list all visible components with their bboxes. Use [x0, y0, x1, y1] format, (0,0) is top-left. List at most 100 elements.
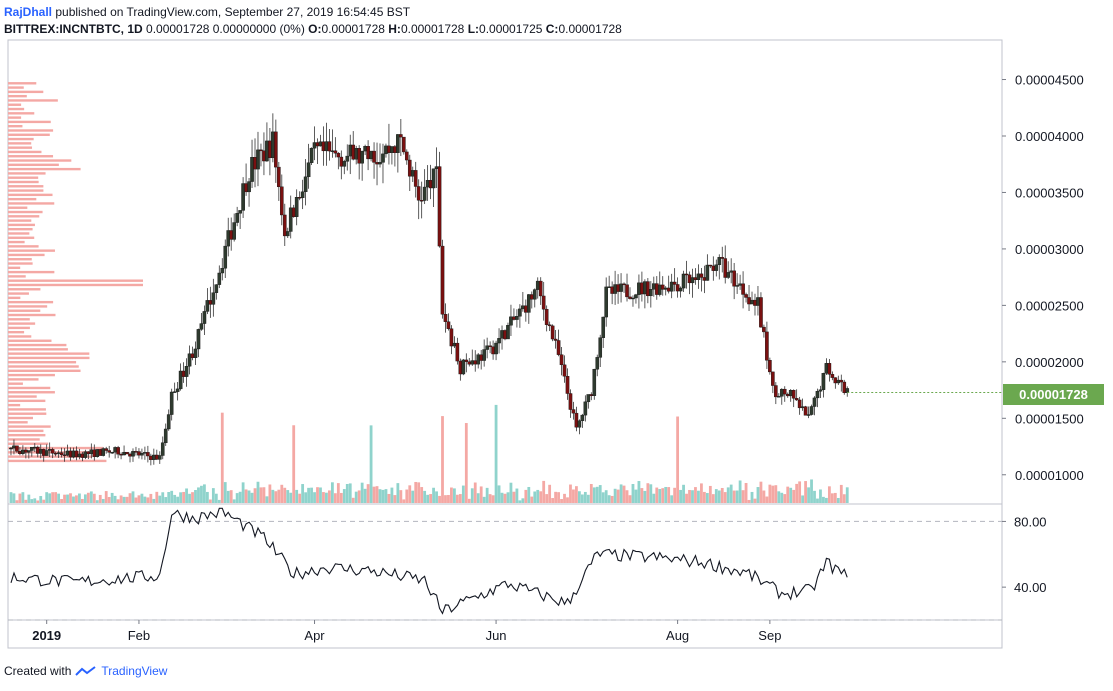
volume-bar [816, 498, 819, 503]
candle-body [306, 162, 311, 178]
candle-body [250, 157, 254, 182]
price-axis[interactable]: 0.00004500 0.00004000 0.00003500 0.00003000… [1002, 73, 1084, 483]
price-tick-label: 0.00001000 [1015, 468, 1084, 483]
candle-body [782, 388, 787, 395]
volume-bar [176, 496, 180, 503]
tradingview-brand[interactable]: TradingView [101, 664, 168, 678]
candle-body [678, 287, 683, 292]
candle-body [83, 451, 88, 458]
volume-bar [301, 484, 305, 503]
volume-profile-row [8, 378, 39, 381]
volume-bar [89, 491, 93, 503]
volume-bar [759, 481, 763, 503]
volume-bar [92, 493, 96, 503]
candle-body [544, 308, 549, 325]
candle-body [9, 447, 13, 450]
candle-body [312, 142, 317, 149]
volume-bar [521, 498, 525, 503]
candle-body [187, 353, 192, 367]
candle-body [794, 398, 799, 401]
volume-bar [277, 489, 281, 503]
volume-profile-row [8, 249, 55, 252]
candle-body [425, 180, 430, 188]
candle-body [598, 337, 603, 358]
candle-body [619, 283, 623, 292]
candle-body [428, 180, 433, 189]
volume-bar [598, 485, 602, 503]
volume-profile-row [8, 197, 37, 201]
candle-body [535, 280, 540, 290]
volume-bar [217, 499, 221, 503]
candle-body [577, 420, 582, 428]
candle-body [416, 186, 421, 201]
volume-bar [658, 489, 662, 503]
candle-body [449, 328, 454, 347]
volume-profile-row [8, 176, 39, 179]
candle-body [265, 140, 269, 162]
volume-bar [628, 495, 632, 503]
volume-profile-row [8, 223, 35, 227]
volume-bar [69, 493, 72, 503]
author-link[interactable]: RajDhall [4, 5, 53, 19]
time-axis[interactable]: 2019 Feb Apr Jun Aug Sep [32, 620, 781, 643]
volume-profile-row [8, 262, 33, 265]
candle-body [15, 445, 19, 452]
volume-bar [741, 490, 745, 503]
volume-bar [578, 491, 581, 503]
volume-bar [366, 484, 370, 503]
volume-bar [113, 495, 117, 503]
candle-body [654, 283, 659, 295]
candle-body [812, 397, 817, 407]
volume-bar [610, 495, 614, 503]
volume-bar [845, 487, 849, 503]
volume-bar [688, 489, 691, 503]
volume-bar [792, 489, 796, 503]
candle-body [101, 448, 106, 456]
candle-body [12, 445, 16, 449]
volume-bar [205, 491, 209, 503]
volume-bar [774, 485, 778, 503]
candle-body [384, 145, 388, 155]
volume-bar [140, 493, 144, 503]
candle-body [399, 134, 403, 138]
candle-body [669, 281, 674, 292]
volume-bar [173, 494, 177, 503]
volume-bar [813, 490, 816, 503]
candle-body [446, 321, 451, 329]
volume-bar [842, 494, 846, 503]
candle-body [458, 360, 463, 375]
volume-bar [268, 484, 272, 503]
candle-body [660, 284, 665, 290]
volume-profile-row [8, 167, 81, 171]
candle-body [494, 342, 498, 355]
candle-body [824, 363, 829, 374]
volume-bar [214, 493, 218, 503]
volume-bar [566, 497, 569, 503]
volume-bar [72, 496, 75, 503]
volume-profile-row [8, 446, 104, 450]
candle-body [765, 331, 769, 361]
volume-bar [804, 481, 807, 503]
candle-body [107, 450, 111, 453]
candle-body [309, 147, 314, 163]
volume-profile-row [8, 90, 44, 94]
candle-body [625, 284, 629, 298]
candle-body [467, 361, 472, 365]
candle-body [604, 286, 608, 318]
symbol-label: BITTREX:INCNTBTC, 1D [4, 22, 143, 36]
candle-body [687, 274, 692, 284]
candle-body [143, 452, 147, 454]
candle-body [470, 360, 475, 365]
volume-bar [580, 494, 584, 503]
candle-body [607, 286, 611, 288]
volume-bar [244, 489, 248, 503]
candle-body [562, 364, 567, 377]
price-tick-label: 0.00004000 [1015, 129, 1084, 144]
volume-bar [36, 500, 40, 503]
volume-bar [839, 484, 843, 503]
candle-body [666, 287, 671, 292]
candle-body [622, 283, 626, 286]
candle-body [262, 150, 266, 162]
candle-body [137, 451, 141, 456]
